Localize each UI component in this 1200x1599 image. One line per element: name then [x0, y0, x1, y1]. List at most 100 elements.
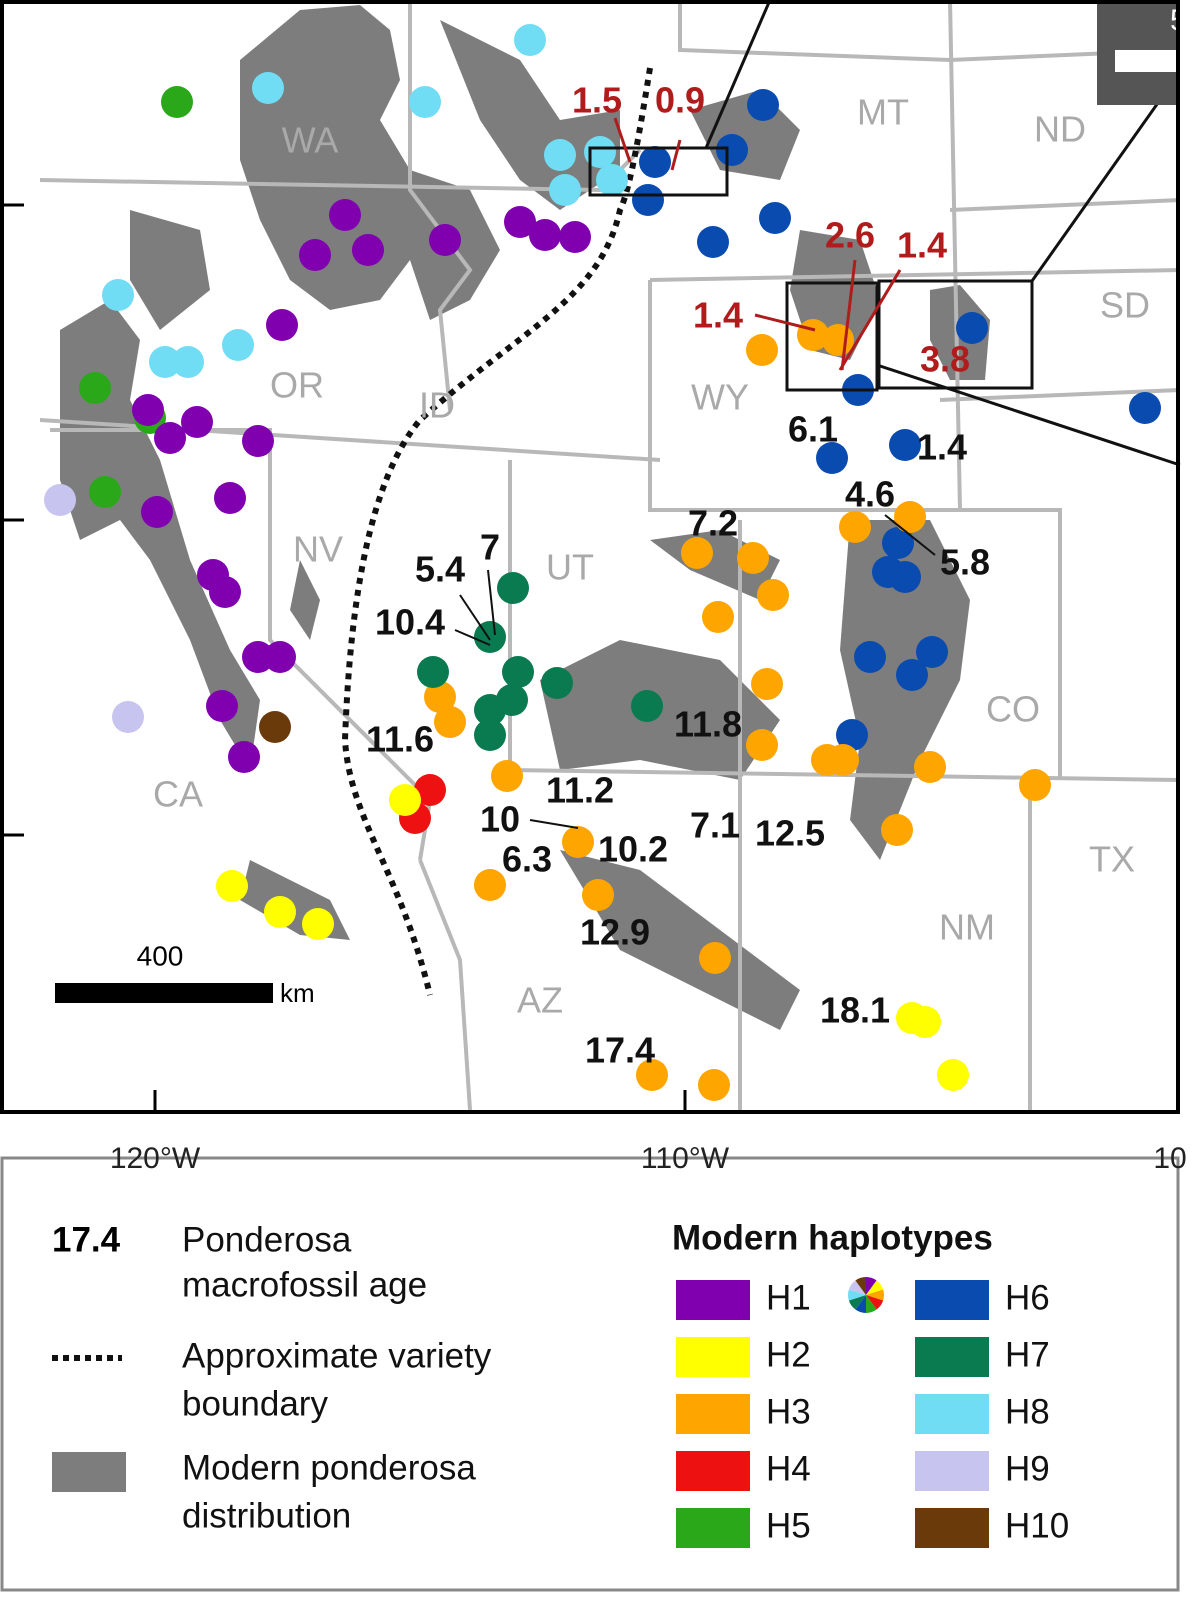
fossil-age: 17.4: [585, 1030, 655, 1071]
haplotype-site: [746, 729, 778, 761]
legend-haplotypes-title: Modern haplotypes: [672, 1218, 993, 1257]
fossil-age: 11.6: [366, 719, 434, 760]
haplotype-site: [214, 482, 246, 514]
haplotype-site: [112, 701, 144, 733]
haplotype-site: [299, 239, 331, 271]
haplotype-site: [529, 219, 561, 251]
haplotype-site: [264, 641, 296, 673]
legend-label: H8: [1005, 1392, 1050, 1431]
haplotype-site: [541, 667, 573, 699]
haplotype-site: [474, 719, 506, 751]
haplotype-site: [252, 72, 284, 104]
pie-icon-slice: [848, 1289, 866, 1301]
haplotype-site: [216, 870, 248, 902]
state-label: TX: [1089, 839, 1135, 880]
legend-swatch: [915, 1394, 989, 1434]
haplotype-site: [352, 234, 384, 266]
haplotype-site: [474, 869, 506, 901]
legend-distribution-swatch: [52, 1452, 126, 1492]
inset-scale: [1115, 50, 1180, 72]
haplotype-site: [544, 139, 576, 171]
legend-swatch: [676, 1280, 750, 1320]
haplotype-site: [854, 641, 886, 673]
haplotype-site: [242, 641, 274, 673]
legend-label: H2: [766, 1335, 811, 1374]
state-label: AZ: [517, 980, 563, 1021]
pie-icon-slice: [866, 1295, 884, 1310]
scale-unit: km: [280, 978, 315, 1008]
fossil-age: 12.9: [580, 912, 650, 953]
state-label: WY: [691, 377, 749, 418]
fossil-age: 7: [480, 527, 500, 568]
haplotype-site: [746, 334, 778, 366]
haplotype-site: [228, 741, 260, 773]
fossil-age: 6.1: [788, 409, 838, 450]
state-label: ID: [419, 385, 455, 426]
haplotype-site: [896, 659, 928, 691]
haplotype-site: [839, 511, 871, 543]
fossil-age: 1.4: [917, 427, 967, 468]
haplotype-site: [889, 429, 921, 461]
haplotype-site: [141, 496, 173, 528]
state-label: NM: [939, 907, 995, 948]
haplotype-site: [639, 146, 671, 178]
haplotype-site: [414, 774, 446, 806]
haplotype-site: [242, 425, 274, 457]
haplotype-site: [562, 826, 594, 858]
legend-swatch: [915, 1337, 989, 1377]
haplotype-site: [909, 1006, 941, 1038]
haplotype-site: [702, 601, 734, 633]
haplotype-site: [102, 279, 134, 311]
haplotype-site: [698, 1069, 730, 1101]
fossil-age: 1.4: [693, 295, 743, 336]
haplotype-site: [681, 537, 713, 569]
haplotype-site: [496, 684, 528, 716]
legend-frame: [0, 1156, 1180, 1592]
haplotype-site: [757, 579, 789, 611]
fossil-age: 18.1: [820, 990, 890, 1031]
legend-swatch: [915, 1451, 989, 1491]
legend-swatch: [676, 1451, 750, 1491]
legend-label: H6: [1005, 1278, 1050, 1317]
legend-swatch: [676, 1337, 750, 1377]
haplotype-site: [44, 484, 76, 516]
haplotype-site: [747, 89, 779, 121]
legend-text: Modern ponderosa: [182, 1448, 476, 1487]
haplotype-site: [434, 706, 466, 738]
haplotype-site: [89, 476, 121, 508]
fossil-age: 5.4: [415, 549, 465, 590]
pie-icon-slice: [866, 1289, 884, 1301]
haplotype-site: [816, 442, 848, 474]
pie-icon-slice: [855, 1295, 866, 1313]
legend-text: macrofossil age: [182, 1265, 427, 1304]
state-label: MT: [857, 92, 909, 133]
state-label: NV: [293, 529, 343, 570]
haplotype-site: [222, 329, 254, 361]
haplotype-site: [596, 164, 628, 196]
fossil-age: 0.9: [655, 80, 705, 121]
haplotype-site: [514, 24, 546, 56]
haplotype-site: [549, 174, 581, 206]
haplotype-site: [209, 576, 241, 608]
fossil-age: 4.6: [845, 474, 895, 515]
fossil-age: 10.2: [598, 829, 668, 870]
haplotype-site: [429, 224, 461, 256]
legend-text: Approximate variety: [182, 1336, 492, 1375]
haplotype-site: [172, 346, 204, 378]
fossil-age: 3.8: [920, 339, 970, 380]
haplotype-site: [632, 184, 664, 216]
haplotype-site: [491, 760, 523, 792]
pie-icon-slice: [855, 1277, 866, 1295]
legend-age-example: 17.4: [52, 1220, 121, 1259]
fossil-age: 1.5: [572, 80, 622, 121]
state-label: WA: [282, 120, 339, 161]
fossil-age: 12.5: [755, 813, 825, 854]
legend-label: H9: [1005, 1449, 1050, 1488]
haplotype-site: [937, 1059, 969, 1091]
pie-icon-slice: [866, 1295, 877, 1313]
haplotype-site: [822, 324, 854, 356]
fossil-age: 7.2: [688, 503, 738, 544]
legend-label: H5: [766, 1506, 811, 1545]
state-label: CO: [986, 689, 1040, 730]
